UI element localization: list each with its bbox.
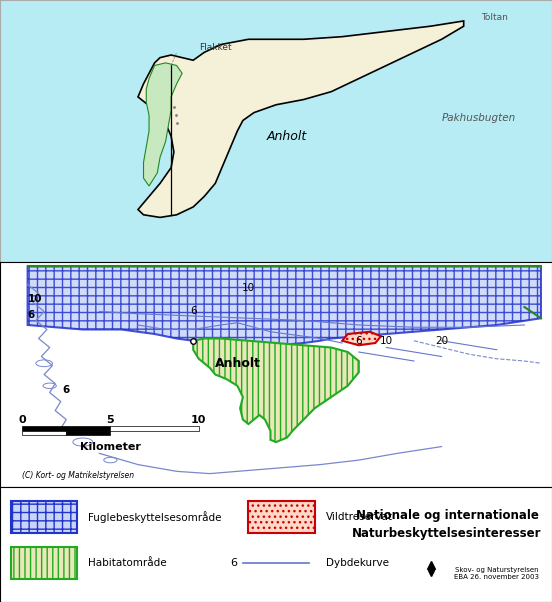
Polygon shape — [144, 63, 182, 186]
Text: Anholt: Anholt — [215, 356, 261, 370]
Text: 20: 20 — [435, 336, 448, 346]
Text: 5: 5 — [107, 415, 114, 425]
Text: 10: 10 — [28, 294, 42, 305]
Text: Habitatområde: Habitatområde — [88, 558, 167, 568]
Polygon shape — [28, 267, 541, 347]
Text: Nationale og internationale: Nationale og internationale — [355, 509, 539, 523]
Bar — [22, 431, 66, 435]
Text: Dybdekurve: Dybdekurve — [326, 558, 389, 568]
Text: (C) Kort- og Matrikelstyrelsen: (C) Kort- og Matrikelstyrelsen — [22, 471, 134, 480]
Text: 6: 6 — [28, 310, 35, 320]
Text: Kilometer: Kilometer — [80, 442, 141, 452]
Text: Skov- og Naturstyrelsen
EBA 26. november 2003: Skov- og Naturstyrelsen EBA 26. november… — [454, 566, 539, 580]
Text: Anholt: Anholt — [267, 129, 307, 143]
Text: Toltan: Toltan — [481, 13, 508, 22]
Text: 0: 0 — [18, 415, 26, 425]
FancyBboxPatch shape — [11, 547, 77, 579]
Polygon shape — [193, 338, 359, 442]
FancyBboxPatch shape — [248, 501, 315, 533]
Text: Naturbeskyttelsesinteresser: Naturbeskyttelsesinteresser — [352, 527, 542, 539]
Text: 10: 10 — [191, 415, 206, 425]
Text: 6: 6 — [62, 385, 70, 394]
Text: 6: 6 — [190, 306, 197, 315]
Text: 10: 10 — [380, 336, 393, 346]
Bar — [110, 426, 199, 431]
Polygon shape — [342, 332, 381, 346]
Text: Fuglebeskyttelsesområde: Fuglebeskyttelsesområde — [88, 511, 222, 523]
Bar — [22, 426, 110, 431]
Text: Vildtreservat: Vildtreservat — [326, 512, 392, 522]
Text: Pakhusbugten: Pakhusbugten — [442, 113, 516, 123]
Text: Flakket: Flakket — [199, 43, 231, 52]
Text: 10: 10 — [242, 283, 255, 293]
Polygon shape — [138, 21, 464, 217]
Bar — [66, 431, 110, 435]
FancyBboxPatch shape — [11, 501, 77, 533]
Text: 6: 6 — [355, 336, 362, 346]
Text: 6: 6 — [230, 558, 237, 568]
